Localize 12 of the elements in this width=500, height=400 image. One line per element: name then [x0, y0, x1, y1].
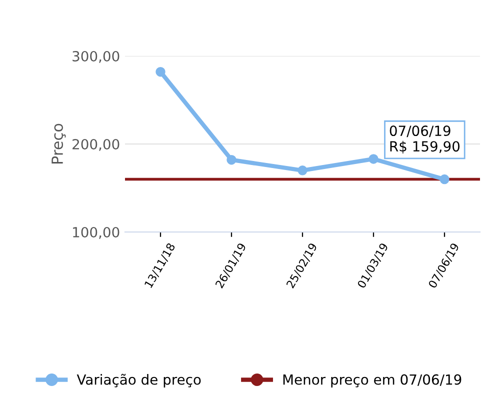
annotation: 07/06/19 R$ 159,90 [390, 126, 460, 154]
y-tick-label: 300,00 [72, 50, 120, 63]
legend-label: Variação de preço [76, 374, 201, 388]
point [156, 66, 166, 77]
point [298, 166, 308, 176]
point [226, 154, 236, 165]
point [440, 174, 450, 184]
legend-label: Menor preço em 07/06/19 [283, 374, 462, 388]
y-axis-title: Preço [52, 124, 66, 164]
y-tick-label: 200,00 [72, 138, 120, 151]
y-tick-label: 100,00 [73, 226, 120, 239]
point [368, 154, 378, 164]
